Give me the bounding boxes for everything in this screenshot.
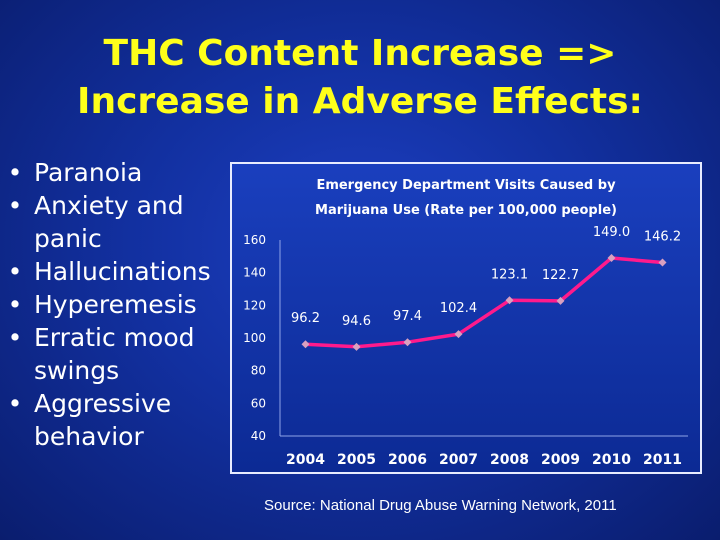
y-tick-label: 160	[243, 233, 266, 247]
bullet-text: Anxiety and	[34, 191, 184, 220]
line-chart: Emergency Department Visits Caused by Ma…	[243, 178, 688, 468]
bullet-item: • Paranoia	[4, 156, 230, 189]
x-tick-label: 2005	[337, 452, 376, 468]
x-tick-label: 2010	[592, 452, 631, 468]
data-label: 94.6	[342, 314, 371, 329]
bullet-dot: •	[7, 257, 23, 286]
bullet-dot: •	[7, 158, 23, 187]
bullet-item: • Hallucinations	[4, 255, 230, 288]
data-point	[658, 258, 667, 267]
bullet-item: • Hyperemesis	[4, 288, 230, 321]
bullet-item: • Erratic mood swings	[4, 321, 230, 387]
bullet-item: • Aggressive behavior	[4, 387, 230, 453]
y-tick-label: 60	[251, 396, 266, 410]
data-point	[607, 253, 616, 262]
bullet-text: Hyperemesis	[34, 290, 197, 319]
data-point	[352, 342, 361, 351]
bullet-text: Hallucinations	[34, 257, 211, 286]
data-label: 123.1	[491, 267, 528, 282]
data-points	[301, 253, 667, 351]
data-point	[556, 296, 565, 305]
data-label: 102.4	[440, 301, 477, 316]
data-label: 146.2	[644, 230, 681, 245]
title-line-2: Increase in Adverse Effects:	[77, 81, 643, 122]
bullet-dot: •	[7, 389, 23, 418]
bullet-text: Erratic mood	[34, 323, 195, 352]
bullet-dot: •	[7, 191, 23, 220]
y-tick-labels: 40 60 80 100 120 140 160	[243, 233, 266, 443]
y-tick-label: 80	[251, 364, 266, 378]
y-tick-label: 40	[251, 429, 266, 443]
x-tick-label: 2006	[388, 452, 427, 468]
series-line	[305, 256, 663, 349]
title-line-1: THC Content Increase =>	[103, 33, 617, 74]
data-point	[454, 330, 463, 339]
y-tick-label: 120	[243, 298, 266, 312]
x-tick-label: 2004	[286, 452, 325, 468]
data-labels: 96.2 94.6 97.4 102.4 123.1 122.7 149.0 146.2	[291, 225, 681, 329]
source-citation: Source: National Drug Abuse Warning Netw…	[264, 497, 617, 514]
x-tick-labels: 2004 2005 2006 2007 2008 2009 2010 2011	[286, 452, 682, 468]
bullet-list: • Paranoia • Anxiety and panic • Halluci…	[4, 156, 230, 453]
data-label: 149.0	[593, 225, 630, 240]
bullet-text-cont: panic	[34, 224, 102, 253]
data-point	[505, 296, 514, 305]
data-point	[301, 340, 310, 349]
y-tick-label: 100	[243, 331, 266, 345]
bullet-text-cont: behavior	[34, 422, 144, 451]
bullet-text-cont: swings	[34, 356, 120, 385]
data-label: 96.2	[291, 311, 320, 326]
data-label: 122.7	[542, 268, 579, 283]
chart-panel: Emergency Department Visits Caused by Ma…	[230, 162, 702, 474]
chart-title-line-2: Marijuana Use (Rate per 100,000 people)	[315, 203, 617, 218]
bullet-text: Aggressive	[34, 389, 172, 418]
x-tick-label: 2011	[643, 452, 682, 468]
bullet-dot: •	[7, 290, 23, 319]
bullet-dot: •	[7, 323, 23, 352]
x-tick-label: 2008	[490, 452, 529, 468]
x-tick-label: 2007	[439, 452, 478, 468]
slide-title: THC Content Increase => Increase in Adve…	[0, 30, 720, 126]
data-point	[403, 338, 412, 347]
chart-title-line-1: Emergency Department Visits Caused by	[316, 178, 616, 193]
bullet-item: • Anxiety and panic	[4, 189, 230, 255]
bullet-text: Paranoia	[34, 158, 143, 187]
data-label: 97.4	[393, 309, 422, 324]
y-tick-label: 140	[243, 266, 266, 280]
x-tick-label: 2009	[541, 452, 580, 468]
